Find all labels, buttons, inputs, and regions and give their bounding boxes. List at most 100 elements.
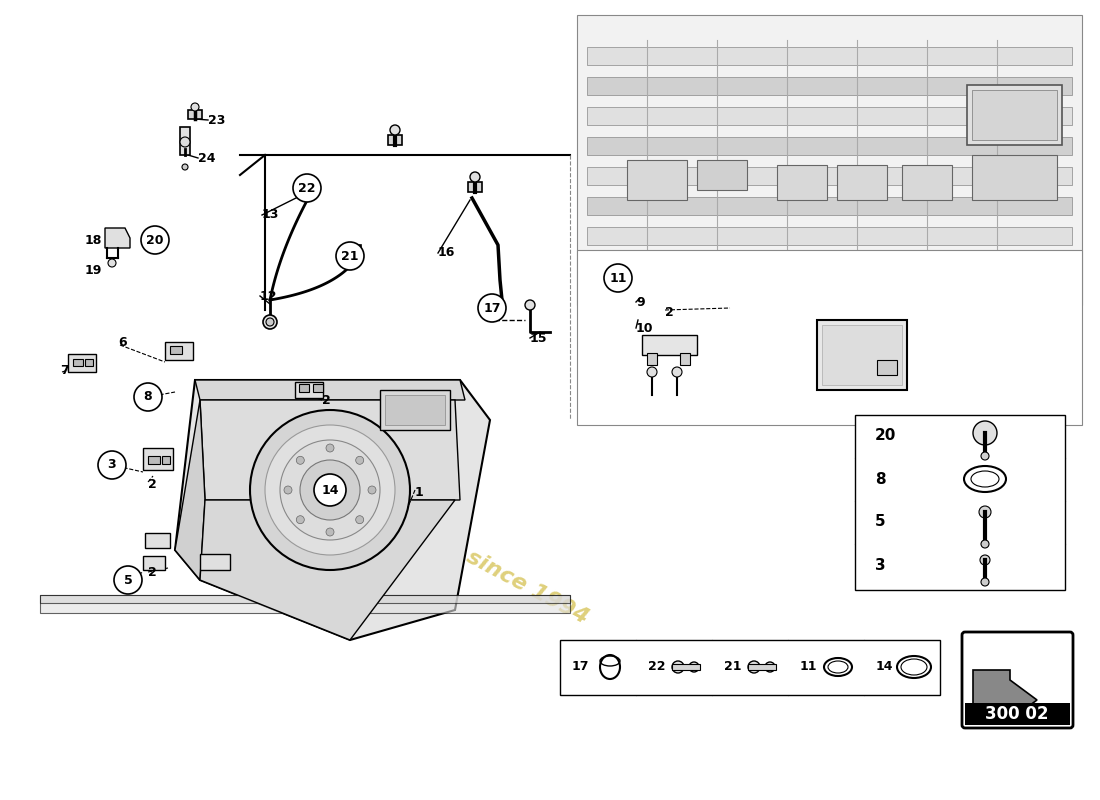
Bar [388, 135, 401, 145]
Bar [672, 664, 700, 670]
Text: 3: 3 [108, 458, 117, 471]
Circle shape [265, 425, 395, 555]
Circle shape [981, 540, 989, 548]
Bar [967, 85, 1062, 145]
Circle shape [280, 440, 380, 540]
Text: 21: 21 [341, 250, 359, 262]
Text: 5: 5 [123, 574, 132, 586]
Circle shape [981, 452, 989, 460]
Bar [560, 640, 940, 695]
Polygon shape [974, 670, 1037, 720]
Text: 21: 21 [724, 661, 741, 674]
Polygon shape [175, 400, 205, 580]
Circle shape [114, 566, 142, 594]
Bar [680, 353, 690, 365]
Circle shape [182, 164, 188, 170]
Polygon shape [195, 380, 465, 400]
Bar [777, 165, 827, 200]
Bar [170, 346, 182, 354]
Circle shape [141, 226, 169, 254]
Bar [40, 595, 570, 613]
Bar [587, 77, 1072, 95]
Circle shape [266, 318, 274, 326]
Text: 17: 17 [572, 661, 590, 674]
Bar [165, 342, 192, 360]
FancyBboxPatch shape [962, 632, 1072, 728]
Bar [40, 595, 570, 603]
Text: 2: 2 [148, 478, 156, 491]
Circle shape [979, 506, 991, 518]
Text: 2: 2 [322, 394, 331, 406]
Circle shape [478, 294, 506, 322]
Circle shape [314, 474, 346, 506]
Bar [697, 160, 747, 190]
Text: 19: 19 [85, 263, 102, 277]
Text: 20: 20 [146, 234, 164, 246]
Bar [877, 360, 896, 375]
Bar [822, 325, 902, 385]
Circle shape [108, 259, 115, 267]
Bar [972, 155, 1057, 200]
Text: 13: 13 [262, 209, 279, 222]
Text: 8: 8 [144, 390, 152, 403]
Text: 300 02: 300 02 [986, 705, 1048, 723]
Text: 17: 17 [483, 302, 500, 314]
Ellipse shape [901, 659, 927, 675]
Text: 16: 16 [438, 246, 455, 259]
Circle shape [284, 486, 292, 494]
Text: 14: 14 [876, 661, 893, 674]
Bar [480, 299, 494, 313]
Circle shape [974, 421, 997, 445]
Circle shape [672, 661, 684, 673]
Bar [143, 448, 173, 470]
Circle shape [672, 367, 682, 377]
Bar [587, 227, 1072, 245]
Text: 9: 9 [636, 295, 645, 309]
Circle shape [764, 662, 776, 672]
Text: 14: 14 [321, 483, 339, 497]
Text: 11: 11 [800, 661, 817, 674]
Bar [972, 90, 1057, 140]
Circle shape [525, 300, 535, 310]
Circle shape [315, 475, 345, 505]
Bar [748, 664, 775, 670]
Bar [647, 353, 657, 365]
Text: a passion for parts since 1994: a passion for parts since 1994 [249, 432, 592, 628]
Text: 18: 18 [85, 234, 102, 246]
Text: 11: 11 [609, 271, 627, 285]
Text: 7: 7 [60, 363, 68, 377]
Bar [85, 359, 94, 366]
Circle shape [293, 174, 321, 202]
Bar [200, 554, 230, 570]
Bar [143, 556, 165, 570]
Text: 22: 22 [298, 182, 316, 194]
Polygon shape [200, 400, 460, 500]
Text: 23: 23 [208, 114, 226, 126]
Bar [837, 165, 887, 200]
Circle shape [689, 662, 698, 672]
Circle shape [98, 451, 126, 479]
Bar [314, 384, 323, 392]
Bar [468, 182, 482, 192]
Polygon shape [200, 500, 455, 640]
Bar [855, 415, 1065, 590]
Circle shape [647, 367, 657, 377]
Bar [587, 137, 1072, 155]
Bar [145, 533, 170, 548]
Circle shape [250, 410, 410, 570]
Text: 20: 20 [874, 429, 896, 443]
Text: 10: 10 [636, 322, 653, 334]
Bar [73, 359, 82, 366]
Text: 3: 3 [874, 558, 886, 573]
Bar [385, 395, 446, 425]
Circle shape [368, 486, 376, 494]
Circle shape [748, 661, 760, 673]
Circle shape [300, 460, 360, 520]
Text: 15: 15 [530, 331, 548, 345]
Bar [162, 456, 170, 464]
Text: 8: 8 [874, 471, 886, 486]
Bar [68, 354, 96, 372]
Circle shape [296, 456, 305, 464]
Circle shape [355, 456, 364, 464]
Text: 2: 2 [148, 566, 156, 578]
